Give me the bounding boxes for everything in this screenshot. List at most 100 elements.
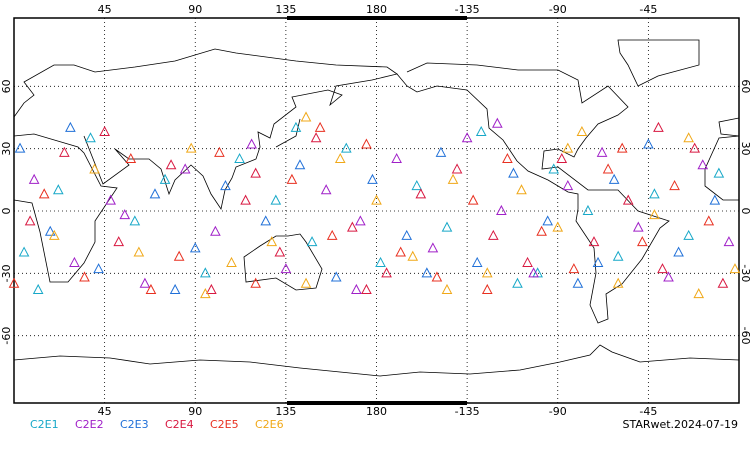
coast-japan [275, 118, 301, 148]
observation-marker [59, 146, 70, 157]
observation-marker [28, 173, 40, 184]
legend-label: C2E1 [30, 418, 59, 431]
y-tick-label: -30 [0, 264, 13, 282]
observation-marker [133, 246, 145, 257]
x-tick-label: 180 [366, 3, 387, 16]
observation-marker [199, 288, 211, 299]
observation-marker [310, 132, 322, 143]
observation-marker [536, 225, 547, 236]
observation-marker [568, 263, 580, 274]
observation-marker [226, 256, 237, 267]
observation-marker [471, 256, 483, 267]
observation-marker [286, 173, 298, 184]
coast-australia [243, 233, 323, 291]
observation-marker [713, 167, 725, 178]
observation-marker [250, 167, 261, 178]
observation-marker [441, 283, 453, 294]
observation-marker [487, 229, 499, 240]
observation-marker [415, 188, 427, 199]
observation-marker [689, 142, 701, 153]
observation-marker [79, 271, 90, 282]
observation-marker [653, 121, 664, 132]
coast-asia [13, 48, 398, 211]
observation-marker [411, 179, 423, 191]
observation-marker [367, 173, 378, 184]
observation-marker [300, 277, 312, 288]
observation-marker [173, 250, 185, 261]
legend-label: C2E6 [255, 418, 284, 431]
observation-marker [431, 271, 443, 282]
y-tick-label: 0 [0, 208, 13, 215]
observation-marker [125, 152, 137, 164]
observation-marker [467, 194, 479, 205]
observation-marker [481, 267, 493, 278]
observation-marker [8, 277, 20, 288]
observation-marker [697, 159, 709, 170]
observation-marker [508, 167, 519, 178]
observation-marker [85, 132, 96, 143]
observation-marker [673, 246, 684, 257]
coast-americas [396, 62, 670, 324]
x-tick-label: 180 [366, 405, 387, 418]
x-tick-label: 135 [275, 405, 296, 418]
y-tick-label: 60 [0, 79, 13, 93]
observation-marker [451, 163, 463, 174]
observation-marker [32, 283, 44, 294]
x-tick-label: 90 [188, 3, 202, 16]
observation-marker [214, 146, 225, 157]
observation-marker [69, 256, 80, 267]
observation-marker [119, 209, 131, 220]
observation-marker [44, 225, 56, 236]
observation-marker [401, 229, 413, 240]
x-tick-label: -45 [639, 3, 657, 16]
observation-marker [461, 132, 473, 143]
y-tick-label: 30 [739, 142, 750, 156]
observation-marker [407, 250, 419, 261]
observation-marker [14, 142, 26, 153]
x-tick-label: 90 [188, 405, 202, 418]
observation-marker [24, 215, 36, 226]
y-tick-label: 30 [0, 142, 13, 156]
observation-marker [361, 283, 372, 294]
observation-marker [572, 277, 584, 288]
observation-marker [52, 184, 64, 195]
x-tick-label: -90 [549, 405, 567, 418]
observation-marker [260, 215, 272, 226]
observation-marker [361, 138, 372, 149]
observation-marker [314, 121, 326, 132]
observation-marker [542, 215, 554, 226]
observation-marker [729, 263, 741, 274]
y-tick-label: -30 [739, 264, 750, 282]
observation-marker [717, 277, 729, 288]
observation-marker [447, 173, 459, 184]
observation-marker [516, 184, 527, 195]
observation-marker [596, 146, 608, 157]
observation-marker [512, 277, 523, 288]
observation-marker [129, 215, 141, 226]
observation-marker [683, 132, 694, 143]
observation-marker [522, 256, 533, 267]
footer: STARwet.2024-07-19 [622, 418, 738, 431]
observation-marker [113, 236, 125, 247]
observation-marker [165, 159, 177, 170]
observation-marker [421, 267, 433, 278]
observation-marker [427, 242, 439, 253]
observation-marker [612, 250, 624, 261]
x-tick-label: 135 [275, 3, 296, 16]
observation-marker [280, 263, 292, 274]
observation-marker [616, 142, 628, 153]
observation-marker [588, 236, 600, 247]
observation-marker [556, 152, 568, 164]
x-tick-label: 45 [98, 3, 112, 16]
observation-marker [649, 209, 660, 220]
observation-marker [179, 163, 191, 174]
observation-marker [206, 283, 217, 294]
coast-africa-europe [13, 133, 118, 283]
legend-label: C2E5 [210, 418, 239, 431]
observation-marker [576, 125, 588, 137]
observation-marker [270, 194, 282, 205]
observation-marker [528, 267, 539, 278]
observation-marker [548, 163, 560, 174]
observation-marker [210, 225, 221, 236]
